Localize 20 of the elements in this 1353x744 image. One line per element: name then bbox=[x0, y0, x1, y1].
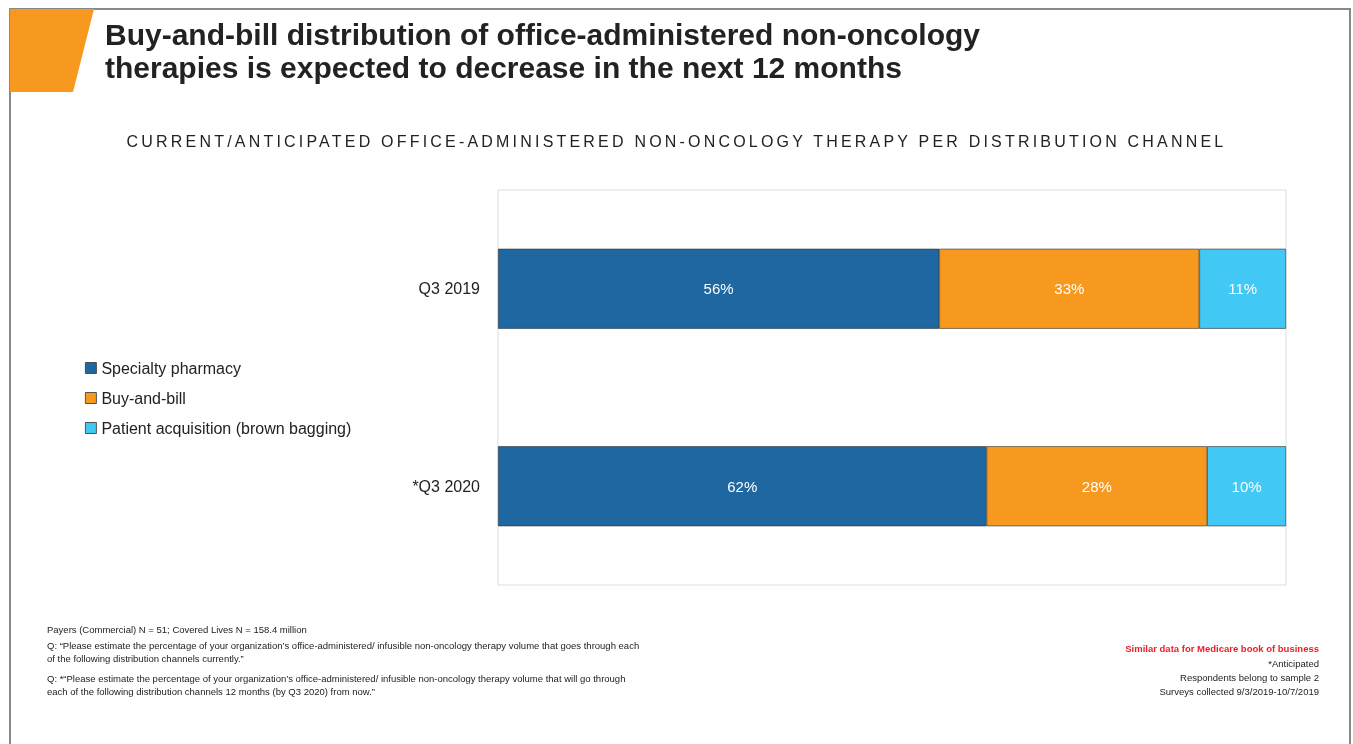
y-tick-label: Q3 2019 bbox=[418, 280, 481, 298]
chart-title: Buy-and-bill distribution of office-administered non-oncology therapies is expected to decrease in the next 12 months bbox=[105, 18, 981, 84]
legend-label: Buy-and-bill bbox=[101, 389, 186, 407]
legend-label: Patient acquisition (brown bagging) bbox=[101, 419, 352, 437]
text: *Anticipated bbox=[1267, 657, 1319, 671]
y-tick-label: *Q3 2020 bbox=[412, 477, 481, 495]
data-label: 33% bbox=[1054, 280, 1085, 298]
data-label: 62% bbox=[727, 477, 758, 495]
chart-subtitle: CURRENT/ANTICIPATED OFFICE-ADMINISTERED NON-ONCOLOGY THERAPY PER DISTRIBUTION CHANNEL bbox=[125, 133, 1228, 151]
data-label: 28% bbox=[1081, 477, 1112, 495]
data-label: 10% bbox=[1231, 477, 1262, 495]
data-label: 11% bbox=[1228, 280, 1258, 298]
text: Q: *“Please estimate the percentage of your organization’s office-administered/ infusible non-oncology therapy volume that will go through each of the following distribution channels 12 months (by Q3 2020) from now.” bbox=[47, 673, 627, 698]
text: Payers (Commercial) N = 51; Covered Lives N = 158.4 million bbox=[47, 624, 308, 637]
text: Similar data for Medicare book of business bbox=[1124, 642, 1319, 656]
text: Q: “Please estimate the percentage of your organization’s office-administered/ infusible non-oncology therapy volume that goes through each of the following distribution channels currently.” bbox=[47, 640, 641, 665]
text: Respondents belong to sample 2 bbox=[1179, 671, 1319, 685]
text: Surveys collected 9/3/2019-10/7/2019 bbox=[1158, 685, 1319, 699]
data-label: 56% bbox=[703, 280, 734, 298]
legend-label: Specialty pharmacy bbox=[101, 359, 242, 377]
